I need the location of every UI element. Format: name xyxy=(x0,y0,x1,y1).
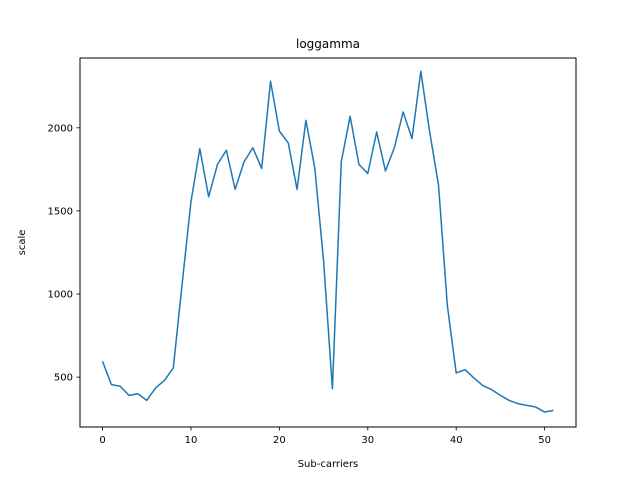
x-axis: 0 10 20 30 40 50 xyxy=(99,427,551,446)
series-line-0 xyxy=(101,70,554,413)
plot-frame xyxy=(79,57,577,428)
x-tick-label: 30 xyxy=(361,435,374,446)
x-tick-label: 40 xyxy=(450,435,463,446)
x-tick-label: 0 xyxy=(99,435,105,446)
y-tick-label: 2000 xyxy=(48,123,73,134)
y-axis: 500 1000 1500 2000 xyxy=(48,123,80,384)
y-tick-label: 500 xyxy=(54,373,73,384)
x-tick-label: 10 xyxy=(185,435,198,446)
x-axis-label: Sub-carriers xyxy=(298,459,359,470)
x-tick-label: 20 xyxy=(273,435,286,446)
y-tick-label: 1000 xyxy=(48,290,73,301)
chart-title: loggamma xyxy=(296,37,360,51)
x-tick-label: 50 xyxy=(538,435,551,446)
y-tick-label: 1500 xyxy=(48,206,73,217)
y-axis-label: scale xyxy=(17,230,28,256)
